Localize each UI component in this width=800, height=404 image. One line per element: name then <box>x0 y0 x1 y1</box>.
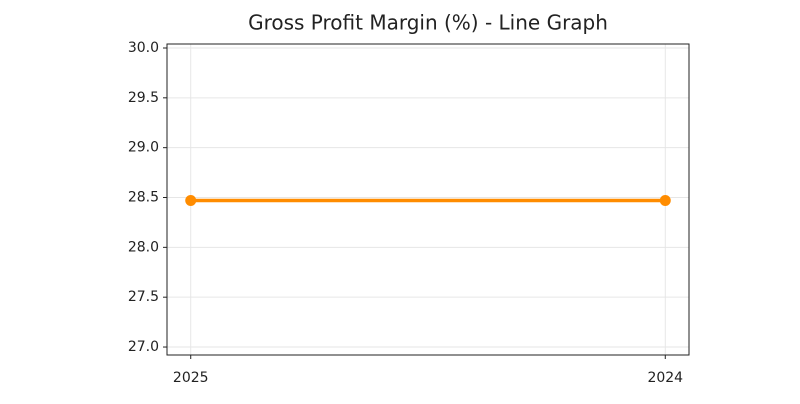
marker <box>659 194 671 206</box>
y-tick-label: 29.5 <box>128 90 159 106</box>
y-tick-label: 28.0 <box>128 239 159 255</box>
y-tick-label: 30.0 <box>128 40 159 56</box>
x-tick-label: 2025 <box>173 370 209 386</box>
y-tick-label: 27.5 <box>128 289 159 305</box>
y-tick-label: 27.0 <box>128 339 159 355</box>
chart-title: Gross Profit Margin (%) - Line Graph <box>248 11 608 35</box>
plot-frame <box>166 43 690 356</box>
y-tick-label: 28.5 <box>128 190 159 206</box>
y-tick-label: 29.0 <box>128 140 159 156</box>
x-tick-label: 2024 <box>647 370 683 386</box>
marker <box>185 194 197 206</box>
